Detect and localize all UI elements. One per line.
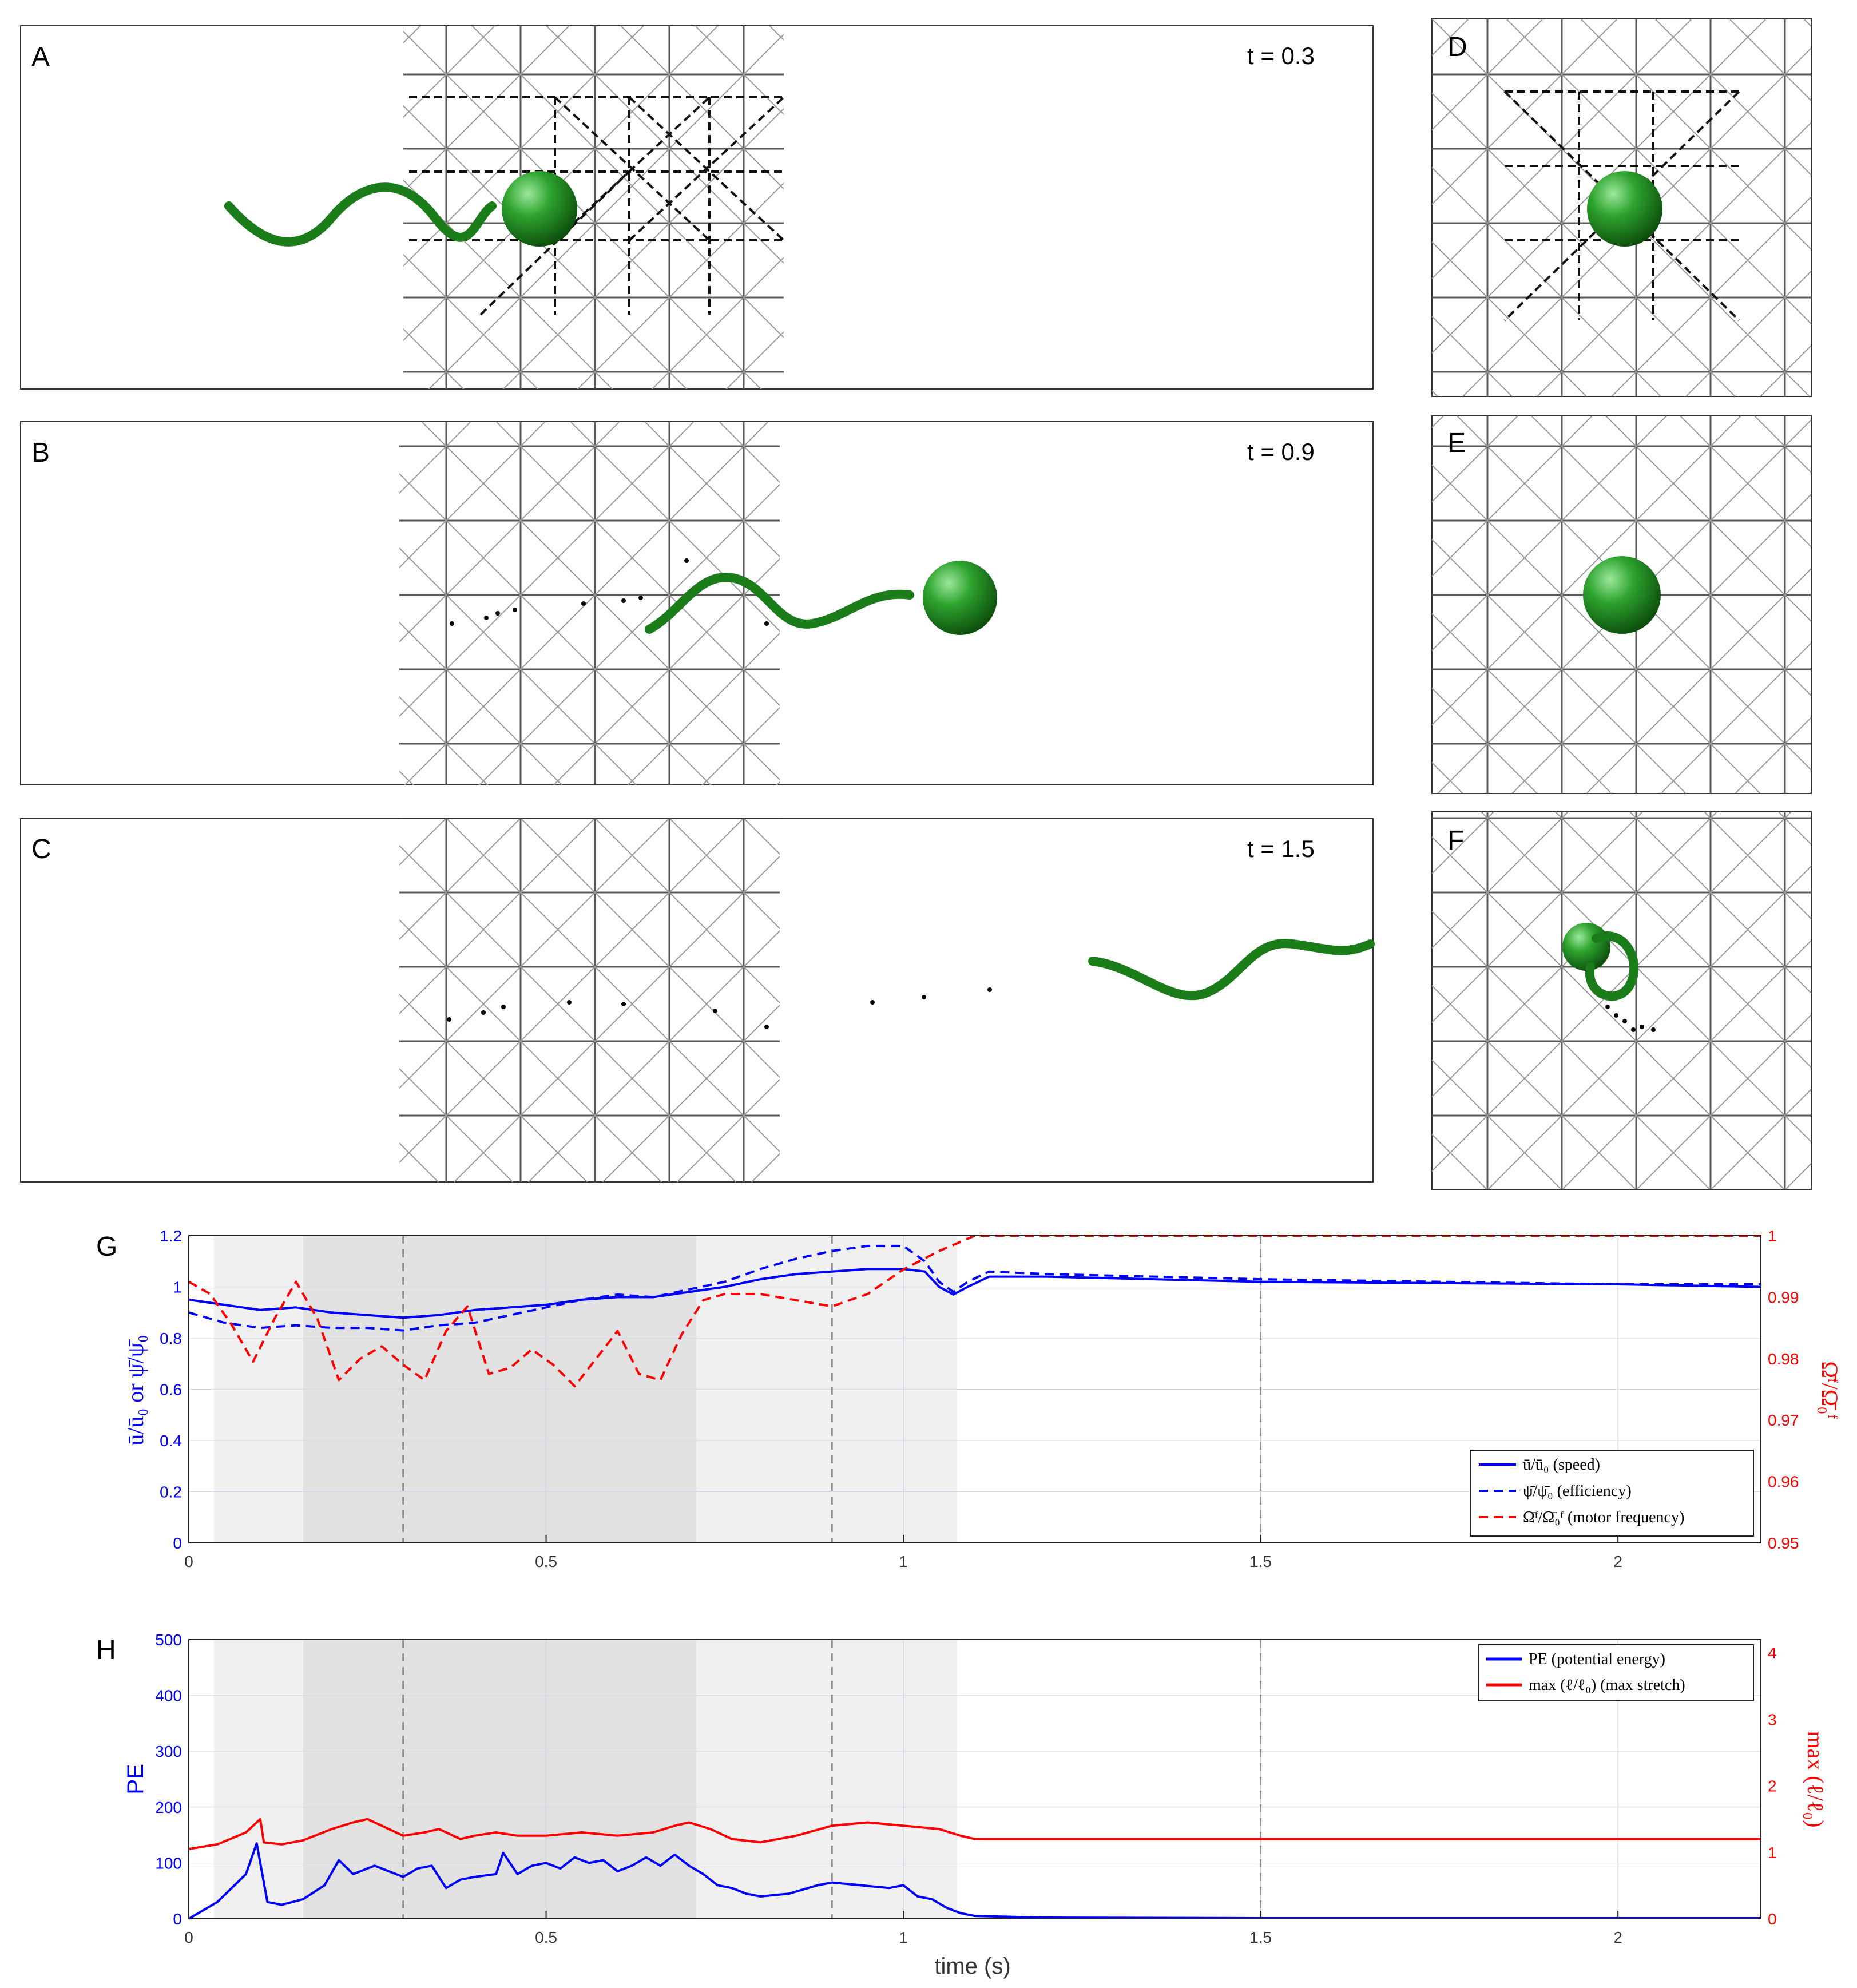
- shaded-regions-h: [213, 1640, 957, 1919]
- x-tick-label-g-1: 0.5: [535, 1553, 557, 1570]
- debris-points-c: [447, 987, 992, 1029]
- y-tick-label-right-g-2: 0.97: [1768, 1411, 1799, 1429]
- y-tick-label-right-h-3: 3: [1768, 1711, 1777, 1728]
- panel-f: F: [1431, 811, 1812, 1190]
- flagellum-a: [224, 182, 497, 247]
- flagellum-b: [645, 573, 914, 634]
- plot-frame-h: [188, 1639, 1761, 1919]
- panel-b: B t = 0.9: [20, 421, 1374, 785]
- y-tick-label-left-h-0: 0: [173, 1910, 182, 1928]
- legend-box-g: [1470, 1450, 1754, 1537]
- time-label-a: t = 0.3: [1247, 42, 1315, 69]
- shaded-region-h-0: [213, 1640, 303, 1919]
- shaded-region-h-1: [303, 1640, 696, 1919]
- panel-label-b: B: [31, 438, 50, 468]
- x-tick-label-h-0: 0: [184, 1929, 193, 1946]
- lattice-b: [399, 422, 780, 785]
- cell-body-f: [1562, 923, 1610, 971]
- y-tick-label-right-g-4: 0.99: [1768, 1288, 1799, 1306]
- cell-body-d: [1587, 171, 1662, 247]
- plot-frame-g: [188, 1235, 1761, 1543]
- y-tick-label-left-h-2: 200: [155, 1799, 182, 1816]
- lattice-f: [1432, 812, 1811, 1189]
- legend-item-max-stretch: max (ℓ/ℓ₀) (max stretch): [1529, 1676, 1685, 1694]
- event-lines-h: [402, 1640, 1262, 1919]
- y-tick-label-right-h-0: 0: [1768, 1910, 1777, 1928]
- chart-label-g: G: [96, 1232, 117, 1262]
- chart-label-h: H: [96, 1635, 116, 1665]
- x-tick-label-g-2: 1: [899, 1553, 908, 1570]
- cell-body-a: [502, 171, 577, 247]
- cell-body-e: [1583, 556, 1661, 634]
- chart-h: 0 0.5 1 1.5 2 0 100 200 300 400 500 0 1 2 3 4 H PE max …: [96, 1631, 1828, 1979]
- time-label-c: t = 1.5: [1247, 835, 1315, 862]
- ticks-g: 0 0.5 1 1.5 2 0 0.2 0.4 0.6 0.8 1 1.2 0.95 0.96 0.97 0.…: [160, 1227, 1799, 1570]
- legend-item-pe: PE (potential energy): [1529, 1650, 1665, 1668]
- series-line-g-1: [188, 1244, 1761, 1332]
- lattice-c: [399, 819, 780, 1182]
- series-h: [188, 1818, 1761, 1920]
- legend-box-h: [1478, 1644, 1754, 1701]
- ticks-h: 0 0.5 1 1.5 2 0 100 200 300 400 500 0 1 2 3 4: [155, 1631, 1776, 1946]
- panel-label-e: E: [1447, 428, 1466, 458]
- y-axis-label-left-h: PE: [123, 1764, 148, 1794]
- x-tick-label-h-2: 1: [899, 1929, 908, 1946]
- legend-item-efficiency: ψ̄/ψ̄₀ (efficiency): [1523, 1482, 1632, 1500]
- x-tick-label-g-4: 2: [1613, 1553, 1622, 1570]
- y-tick-label-left-h-4: 400: [155, 1687, 182, 1705]
- panel-label-c: C: [31, 834, 51, 864]
- y-tick-label-left-g-5: 1: [173, 1279, 182, 1296]
- series-line-g-2: [188, 1235, 1761, 1388]
- debris-points-b: [450, 558, 769, 626]
- panel-d: D: [1431, 18, 1812, 397]
- chart-g: 0 0.5 1 1.5 2 0 0.2 0.4 0.6 0.8 1 1.2 0.95 0.96 0.97 0.…: [96, 1227, 1843, 1570]
- series-line-h-0: [188, 1842, 1761, 1920]
- series-line-h-1: [188, 1818, 1761, 1850]
- panel-c: C t = 1.5: [20, 818, 1375, 1183]
- time-label-b: t = 0.9: [1247, 438, 1315, 465]
- series-line-g-0: [188, 1268, 1761, 1319]
- y-tick-label-left-g-2: 0.4: [160, 1432, 182, 1450]
- panel-e: E: [1431, 415, 1812, 794]
- legend-item-speed: ū/ū₀ (speed): [1523, 1456, 1600, 1474]
- y-tick-label-left-h-5: 500: [155, 1631, 182, 1649]
- panel-label-f: F: [1447, 826, 1464, 856]
- y-axis-label-left-g: ū/ū₀ or ψ̄/ψ̄₀: [122, 1335, 148, 1446]
- y-axis-label-right-h: max (ℓ/ℓ₀): [1803, 1731, 1828, 1828]
- y-tick-label-left-g-1: 0.2: [160, 1483, 182, 1501]
- x-tick-label-h-1: 0.5: [535, 1929, 557, 1946]
- event-lines-g: [402, 1236, 1262, 1543]
- panel-a: A t = 0.3: [20, 25, 1374, 390]
- y-tick-label-left-h-3: 300: [155, 1743, 182, 1760]
- shaded-region-h-2: [696, 1640, 957, 1919]
- legend-h: PE (potential energy) max (ℓ/ℓ₀) (max st…: [1478, 1644, 1754, 1701]
- cell-body-b: [923, 561, 997, 635]
- panel-label-d: D: [1447, 32, 1467, 62]
- flagellum-c: [1088, 939, 1375, 1001]
- y-tick-label-left-g-3: 0.6: [160, 1381, 182, 1399]
- y-tick-label-right-g-5: 1: [1768, 1227, 1777, 1245]
- x-tick-label-g-0: 0: [184, 1553, 193, 1570]
- legend-g: ū/ū₀ (speed) ψ̄/ψ̄₀ (efficiency) Ω̄ᶠ/Ω̄₀…: [1470, 1450, 1754, 1537]
- series-g: [188, 1235, 1761, 1388]
- y-tick-label-left-g-6: 1.2: [160, 1227, 182, 1245]
- x-tick-label-g-3: 1.5: [1249, 1553, 1272, 1570]
- x-tick-label-h-4: 2: [1613, 1929, 1622, 1946]
- y-tick-label-right-h-2: 2: [1768, 1777, 1777, 1795]
- flagellum-f: [1585, 931, 1639, 1001]
- panel-label-a: A: [31, 42, 50, 72]
- y-tick-label-right-h-4: 4: [1768, 1644, 1777, 1662]
- y-tick-label-left-h-1: 100: [155, 1854, 182, 1872]
- y-tick-label-right-g-3: 0.98: [1768, 1350, 1799, 1368]
- x-tick-label-h-3: 1.5: [1249, 1929, 1272, 1946]
- y-tick-label-right-g-1: 0.96: [1768, 1473, 1799, 1491]
- y-tick-label-left-g-4: 0.8: [160, 1330, 182, 1347]
- x-axis-label-h: time (s): [934, 1954, 1010, 1979]
- debris-points-f: [1605, 1005, 1656, 1032]
- y-axis-label-right-g: Ω̄ᶠ/Ω̄₀ᶠ: [1817, 1361, 1843, 1419]
- legend-item-motor-frequency: Ω̄ᶠ/Ω̄₀ᶠ (motor frequency): [1523, 1509, 1684, 1526]
- y-tick-label-left-g-0: 0: [173, 1534, 182, 1552]
- y-tick-label-right-h-1: 1: [1768, 1844, 1777, 1862]
- y-tick-label-right-g-0: 0.95: [1768, 1534, 1799, 1552]
